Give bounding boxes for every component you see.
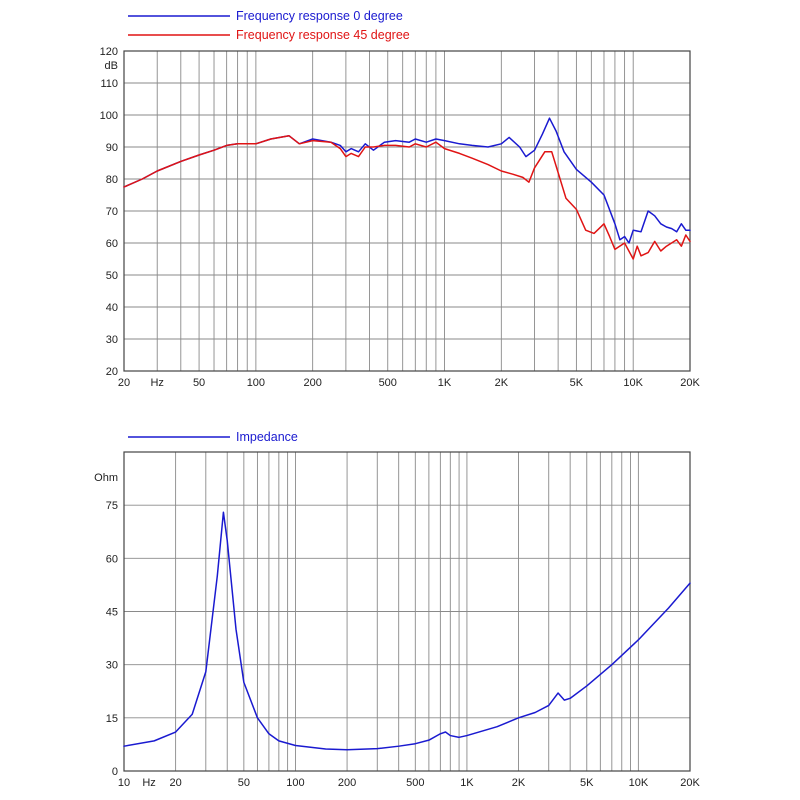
y-tick-label: 75 <box>106 500 118 512</box>
y-tick-label: 100 <box>100 110 118 122</box>
grid <box>124 451 690 772</box>
x-tick-label: 10K <box>623 377 643 389</box>
y-tick-label: 50 <box>106 270 118 282</box>
x-tick-label: 2K <box>512 777 526 789</box>
legend-label: Frequency response 45 degree <box>236 28 410 42</box>
y-tick-label: 110 <box>100 78 118 90</box>
impedance-chart: 0 15 30 45 60 75 Ohm 10 Hz 20 50 100 200 500 1K 2K 5K 10K… <box>94 430 700 789</box>
x-tick-label: 20 <box>169 777 181 789</box>
x-tick-label: 1K <box>460 777 474 789</box>
x-tick-label: 200 <box>338 777 356 789</box>
y-unit-label: Ohm <box>94 472 118 484</box>
plot-frame <box>123 50 691 372</box>
y-tick-label: 15 <box>106 713 118 725</box>
y-unit-label: dB <box>105 60 118 72</box>
x-tick-label: 10K <box>629 777 649 789</box>
y-tick-label: 60 <box>106 238 118 250</box>
y-tick-label: 60 <box>106 553 118 565</box>
x-tick-label: 20 <box>118 377 130 389</box>
x-tick-label: 20K <box>680 777 700 789</box>
x-tick-label: 5K <box>580 777 594 789</box>
frequency-response-chart: 20 30 40 50 60 70 80 90 100 110 120 dB 20 Hz 50 100 200 5… <box>100 9 701 389</box>
x-tick-label: Hz <box>142 777 155 789</box>
x-tick-label: 1K <box>438 377 452 389</box>
x-tick-label: 100 <box>247 377 265 389</box>
x-tick-label: 500 <box>379 377 397 389</box>
series-line-0-degree <box>123 117 691 244</box>
y-tick-label: 90 <box>106 142 118 154</box>
x-tick-label: Hz <box>150 377 163 389</box>
y-tick-label: 80 <box>106 174 118 186</box>
y-tick-label: 40 <box>106 302 118 314</box>
x-tick-label: 2K <box>495 377 509 389</box>
x-tick-label: 500 <box>406 777 424 789</box>
y-tick-label: 70 <box>106 206 118 218</box>
legend-label: Impedance <box>236 430 298 444</box>
x-tick-label: 50 <box>193 377 205 389</box>
y-tick-label: 30 <box>106 660 118 672</box>
grid <box>124 50 690 372</box>
x-tick-label: 20K <box>680 377 700 389</box>
x-tick-label: 100 <box>286 777 304 789</box>
y-tick-label: 120 <box>100 46 118 58</box>
x-tick-label: 50 <box>238 777 250 789</box>
plot-frame <box>123 451 691 772</box>
series-line-impedance <box>123 511 691 751</box>
y-tick-label: 30 <box>106 334 118 346</box>
y-tick-label: 45 <box>106 607 118 619</box>
legend-label: Frequency response 0 degree <box>236 9 403 23</box>
y-tick-label: 20 <box>106 366 118 378</box>
x-tick-label: 5K <box>570 377 584 389</box>
x-tick-label: 10 <box>118 777 130 789</box>
series-line-45-degree <box>123 135 691 260</box>
x-tick-label: 200 <box>303 377 321 389</box>
y-tick-label: 0 <box>112 766 118 778</box>
